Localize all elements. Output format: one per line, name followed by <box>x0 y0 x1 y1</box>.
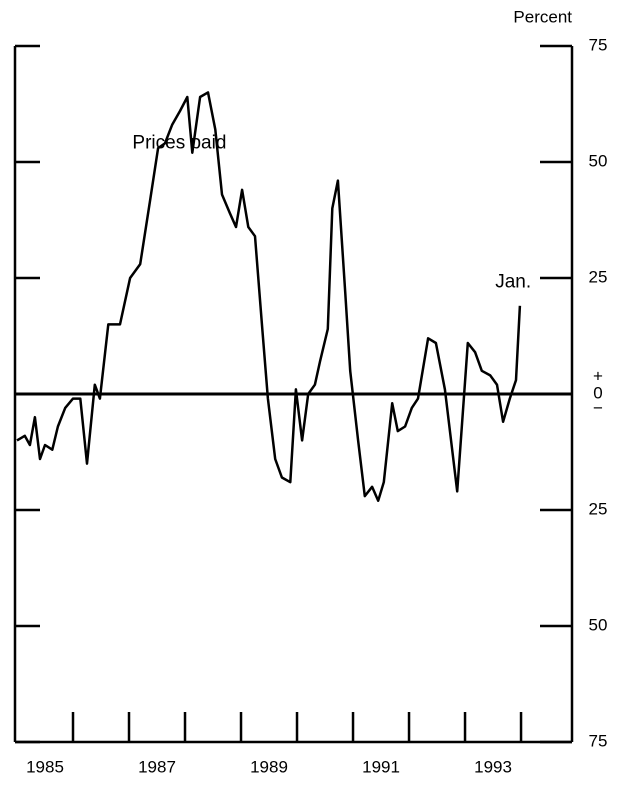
data-line <box>16 91 522 502</box>
x-tick-label: 1991 <box>362 757 400 776</box>
zero-sign: − <box>593 398 603 417</box>
annotation: Jan. <box>495 272 531 293</box>
zero-sign: + <box>593 366 603 385</box>
y-tick-label: 75 <box>589 35 608 54</box>
y-tick-label: 25 <box>589 267 608 286</box>
y-axis-label: Percent <box>513 7 572 26</box>
y-tick-label: 50 <box>589 615 608 634</box>
x-tick-label: 1985 <box>26 757 64 776</box>
y-tick-label: 0 <box>593 383 602 402</box>
y-tick-label: 50 <box>589 151 608 170</box>
x-tick-label: 1993 <box>474 757 512 776</box>
y-tick-label: 75 <box>589 731 608 750</box>
annotation: Prices paid <box>132 132 226 153</box>
x-tick-label: 1989 <box>250 757 288 776</box>
y-tick-label: 25 <box>589 499 608 518</box>
x-tick-label: 1987 <box>138 757 176 776</box>
